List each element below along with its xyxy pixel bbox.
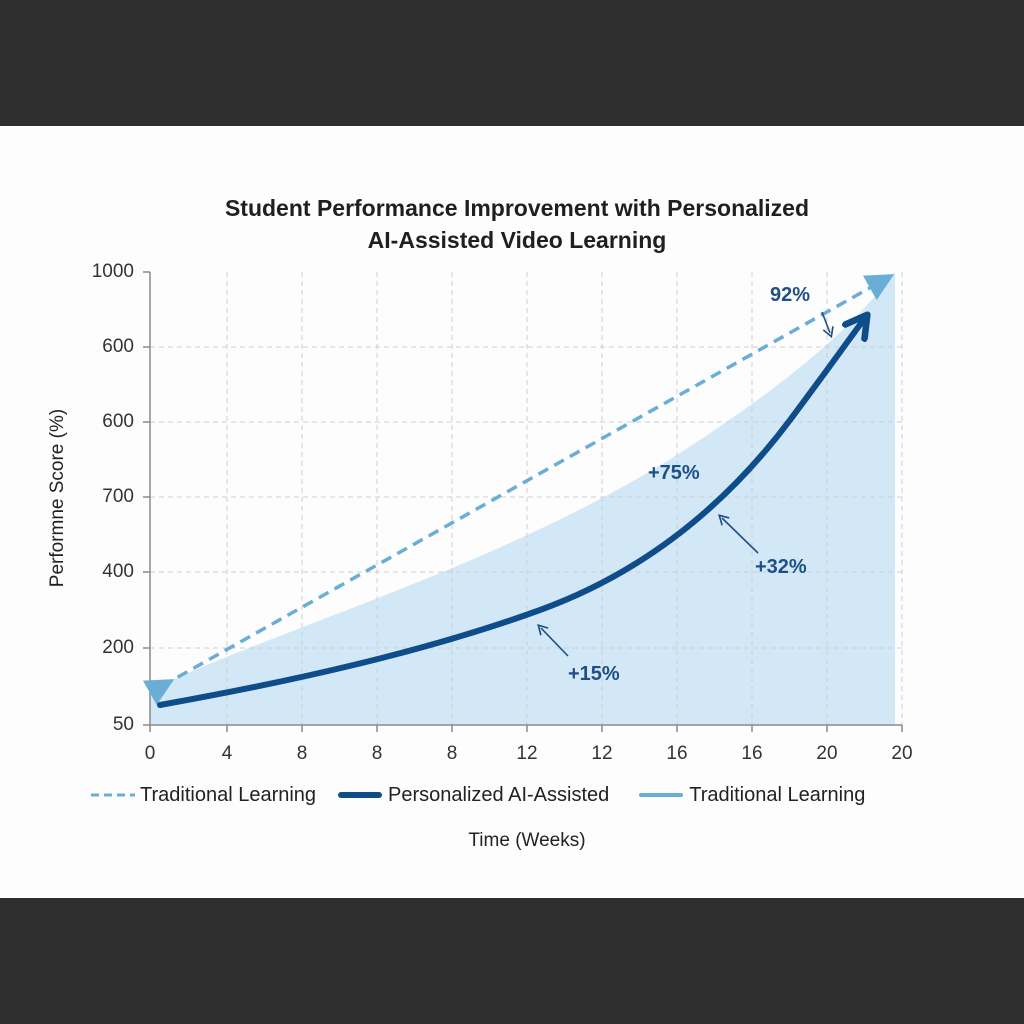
- chart-title-line-2: AI-Assisted Video Learning: [367, 227, 667, 253]
- bottom-dark-band: [0, 898, 1024, 1024]
- y-tick-label: 1000: [91, 261, 134, 282]
- y-tick-label: 600: [102, 411, 134, 432]
- legend-item-personalized: Personalized AI-Assisted: [338, 784, 609, 807]
- legend-label: Traditional Learning: [689, 783, 866, 806]
- x-axis-label: Time (Weeks): [468, 830, 586, 851]
- x-tick-label: 16: [666, 743, 688, 764]
- x-tick-label: 12: [516, 743, 538, 764]
- legend-item-traditional-solid: Traditional Learning: [639, 784, 865, 807]
- x-tick-label: 8: [296, 743, 308, 764]
- dashed-line-swatch-icon: [91, 793, 135, 797]
- legend-item-traditional-dashed: Traditional Learning: [90, 784, 316, 807]
- x-tick-label: 0: [144, 743, 156, 764]
- solid-line-swatch-icon: [639, 793, 684, 797]
- y-tick-label: 200: [102, 637, 134, 658]
- y-tick-label: 400: [102, 561, 134, 582]
- x-tick-label: 20: [816, 743, 838, 764]
- y-tick-label: 700: [102, 486, 134, 507]
- x-tick-label: 12: [591, 743, 613, 764]
- personalized-curve: [157, 322, 862, 708]
- x-tick-label: 20: [891, 743, 913, 764]
- traditional-area-fill: [150, 272, 895, 725]
- y-tick-label: 600: [102, 336, 134, 357]
- chart-title-line-1: Student Performance Improvement with Per…: [224, 195, 810, 221]
- top-dark-band: [0, 0, 1024, 126]
- legend: Traditional Learning Personalized AI-Ass…: [90, 782, 887, 808]
- annotation-arrow-15: [537, 624, 569, 657]
- legend-label: Traditional Learning: [140, 783, 317, 806]
- annotation-32: +32%: [755, 556, 807, 578]
- x-tick-label: 8: [371, 743, 383, 764]
- annotation-15: +15%: [568, 663, 620, 685]
- solid-line-swatch-icon: [338, 792, 383, 798]
- x-tick-label: 16: [741, 743, 763, 764]
- annotation-92: 92%: [770, 284, 811, 306]
- chart-title: Student Performance Improvement with Per…: [0, 192, 1024, 256]
- y-axis-label: Performne Score (%): [47, 408, 68, 588]
- x-tick-label: 8: [446, 743, 458, 764]
- y-tick-label: 50: [112, 714, 134, 735]
- traditional-dashed-line: [142, 274, 895, 706]
- annotation-arrow-92: [821, 311, 834, 339]
- x-tick-label: 4: [221, 743, 233, 764]
- annotation-75: +75%: [648, 462, 700, 484]
- legend-label: Personalized AI-Assisted: [388, 783, 610, 806]
- annotation-arrow-32: [718, 514, 759, 554]
